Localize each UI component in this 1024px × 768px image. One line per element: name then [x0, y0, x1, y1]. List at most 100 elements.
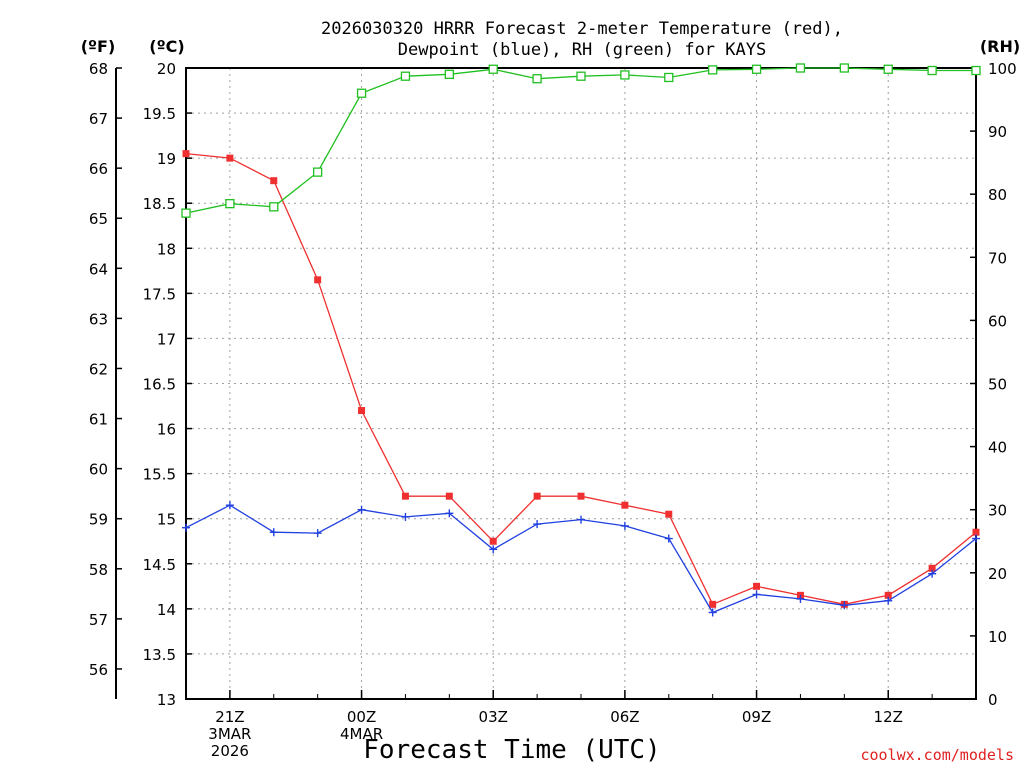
- dewpoint-point: [489, 545, 498, 554]
- fahrenheit-tick-label: 65: [89, 210, 108, 228]
- celsius-tick-label: 13: [157, 691, 176, 709]
- rh-tick-label: 60: [988, 312, 1007, 330]
- rh-point: [708, 65, 718, 75]
- rh-tick-label: 10: [988, 628, 1007, 646]
- celsius-tick-label: 16: [157, 421, 176, 439]
- dewpoint-point: [664, 534, 673, 543]
- fahrenheit-tick-label: 56: [89, 661, 108, 679]
- fahrenheit-tick-label: 67: [89, 110, 108, 128]
- celsius-tick-label: 13.5: [143, 646, 176, 664]
- celsius-tick-label: 18: [157, 240, 176, 258]
- temperature-point: [226, 154, 234, 162]
- dewpoint-point: [225, 501, 234, 510]
- x-tick-label: 21Z: [215, 708, 244, 726]
- dewpoint-point: [796, 594, 805, 603]
- x-tick-label: 3MAR: [208, 725, 251, 743]
- rh-point: [795, 63, 806, 73]
- rh-tick-label: 80: [988, 186, 1007, 204]
- fahrenheit-tick-label: 66: [89, 160, 108, 178]
- rh-tick-label: 40: [988, 439, 1007, 457]
- dewpoint-point: [884, 596, 893, 605]
- rh-point: [400, 71, 411, 81]
- dewpoint-point: [313, 529, 322, 538]
- rh-point: [839, 63, 849, 73]
- celsius-tick-label: 19.5: [143, 105, 176, 123]
- dewpoint-point: [620, 521, 629, 530]
- fahrenheit-tick-label: 59: [89, 511, 108, 529]
- celsius-tick-label: 15.5: [143, 466, 176, 484]
- rh-point: [532, 74, 542, 84]
- dewpoint-point: [533, 520, 542, 529]
- temperature-point: [182, 150, 190, 158]
- dewpoint-point: [752, 590, 761, 599]
- fahrenheit-tick-label: 63: [89, 310, 108, 328]
- temperature-point: [533, 492, 541, 500]
- rh-point: [225, 199, 235, 209]
- rh-point: [576, 71, 586, 81]
- temperature-point: [270, 177, 278, 185]
- credit-label: coolwx.com/models: [860, 746, 1014, 764]
- dewpoint-point: [445, 509, 454, 518]
- fahrenheit-tick-label: 61: [89, 411, 108, 429]
- dewpoint-point: [182, 523, 190, 532]
- rh-point: [751, 64, 762, 74]
- celsius-tick-label: 16.5: [143, 376, 176, 394]
- x-tick-label: 2026: [211, 742, 249, 760]
- rh-tick-label: 70: [988, 249, 1007, 267]
- temperature-point: [753, 582, 761, 590]
- x-tick-label: 03Z: [479, 708, 508, 726]
- x-tick-label: 12Z: [874, 708, 903, 726]
- dewpoint-point: [708, 608, 717, 617]
- celsius-tick-label: 18.5: [143, 195, 176, 213]
- rh-point: [971, 65, 981, 76]
- rh-tick-label: 90: [988, 123, 1007, 141]
- dewpoint-point: [840, 601, 849, 610]
- temperature-point: [884, 591, 892, 599]
- rh-tick-label: 50: [988, 376, 1007, 394]
- x-tick-label: 4MAR: [340, 725, 383, 743]
- celsius-tick-label: 15: [157, 511, 176, 529]
- fahrenheit-tick-label: 58: [89, 561, 108, 579]
- rh-point: [927, 65, 937, 76]
- temperature-point: [577, 492, 585, 500]
- x-axis-label: Forecast Time (UTC): [363, 735, 660, 765]
- rh-tick-label: 30: [988, 502, 1007, 520]
- rh-point: [444, 69, 454, 79]
- temperature-point: [401, 492, 409, 500]
- series-layer: [181, 63, 981, 617]
- celsius-tick-label: 17: [157, 330, 176, 348]
- fahrenheit-tick-label: 62: [89, 360, 108, 378]
- celsius-tick-label: 19: [157, 150, 176, 168]
- fahrenheit-tick-label: 64: [89, 260, 108, 278]
- celsius-tick-label: 14: [157, 601, 176, 619]
- dewpoint-point: [401, 512, 410, 521]
- x-tick-label: 00Z: [347, 708, 376, 726]
- rh-point: [356, 88, 367, 98]
- rh-tick-label: 0: [988, 691, 998, 709]
- x-tick-label: 06Z: [610, 708, 639, 726]
- rh-unit-label: (RH): [980, 37, 1020, 56]
- rh-point: [181, 208, 191, 218]
- dewpoint-point: [357, 505, 366, 514]
- celsius-tick-label: 17.5: [143, 285, 176, 303]
- temperature-point: [665, 510, 673, 518]
- dewpoint-point: [577, 515, 585, 524]
- celsius-tick-label: 20: [157, 60, 176, 78]
- x-tick-label: 09Z: [742, 708, 771, 726]
- temperature-point: [445, 492, 453, 500]
- temperature-point: [358, 407, 366, 415]
- temperature-point: [972, 528, 980, 536]
- chart-title-line-1: 2026030320 HRRR Forecast 2-meter Tempera…: [321, 19, 843, 39]
- rh-point: [488, 64, 498, 74]
- temperature-point: [709, 600, 717, 608]
- rh-tick-label: 20: [988, 565, 1007, 583]
- rh-tick-label: 100: [988, 60, 1017, 78]
- celsius-unit-label: (ºC): [149, 37, 184, 56]
- temperature-point: [621, 501, 629, 509]
- rh-point: [664, 72, 674, 83]
- rh-line: [185, 67, 976, 214]
- rh-point: [883, 64, 893, 74]
- temperature-point: [928, 564, 936, 572]
- rh-point: [269, 202, 279, 212]
